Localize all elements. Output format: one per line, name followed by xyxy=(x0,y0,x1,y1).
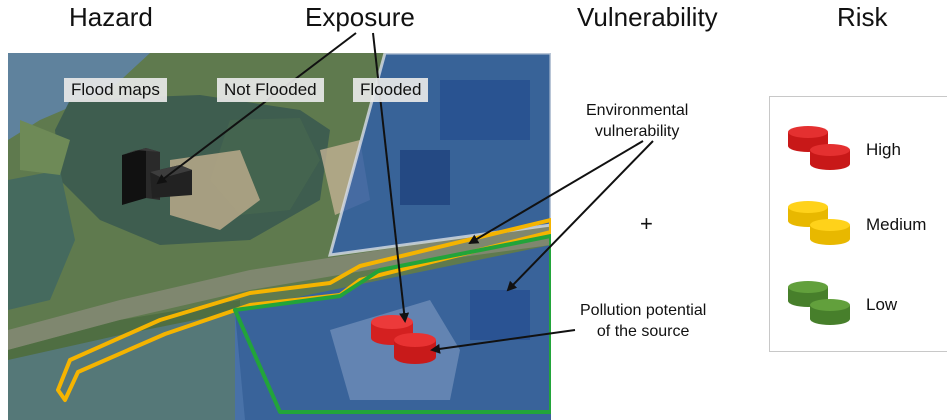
pollution-line2: of the source xyxy=(596,323,690,340)
legend-item-medium: Medium xyxy=(784,197,947,257)
low-risk-cylinders-icon xyxy=(788,281,850,325)
hazard-header: Hazard xyxy=(69,2,153,32)
river-outline xyxy=(233,234,551,414)
ecological-corridor-outline xyxy=(56,218,551,402)
arrow-exposure-to-building xyxy=(156,32,357,185)
arrow-pollution-to-source xyxy=(430,329,576,354)
vulnerability-header: Vulnerability xyxy=(577,2,718,32)
risk-legend: High Medium Low xyxy=(769,96,947,352)
risk-header: Risk xyxy=(837,2,888,32)
sandy-area xyxy=(170,150,260,230)
legend-label-high: High xyxy=(866,140,901,159)
building-icon xyxy=(122,148,192,205)
arrow-env-to-river xyxy=(506,140,654,292)
legend-item-high: High xyxy=(784,122,947,182)
road-corridor xyxy=(8,225,551,350)
not-flooded-label: Not Flooded xyxy=(217,78,324,102)
flooded-label: Flooded xyxy=(353,78,429,102)
legend-label-medium: Medium xyxy=(866,215,927,234)
pollution-line1: Pollution potential xyxy=(580,302,707,319)
pond-left xyxy=(8,170,75,310)
env-vulnerability-line1: Environmental xyxy=(586,102,689,119)
legend-label-low: Low xyxy=(866,295,898,314)
env-vulnerability-line2: vulnerability xyxy=(594,123,680,140)
high-risk-cylinders-icon xyxy=(788,126,850,170)
environmental-vulnerability-annotation: Environmental vulnerability xyxy=(586,100,688,142)
pollution-potential-annotation: Pollution potential of the source xyxy=(580,300,706,342)
arrow-env-to-corridor xyxy=(468,140,644,245)
legend-item-low: Low xyxy=(784,277,947,337)
medium-risk-cylinders-icon xyxy=(788,201,850,245)
flood-maps-label: Flood maps xyxy=(64,78,167,102)
exposure-header: Exposure xyxy=(305,2,415,32)
plus-sign: + xyxy=(640,211,653,236)
